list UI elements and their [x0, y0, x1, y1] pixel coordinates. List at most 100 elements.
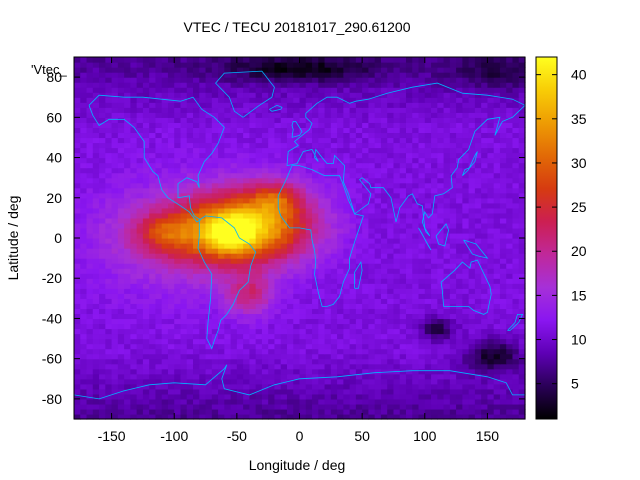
heatmap-cell: [468, 263, 476, 269]
heatmap-cell: [80, 187, 88, 194]
heatmap-cell: [149, 232, 157, 239]
heatmap-cell: [399, 338, 407, 345]
heatmap-cell: [286, 308, 294, 315]
heatmap-cell: [418, 238, 426, 244]
heatmap-cell: [481, 127, 489, 134]
heatmap-cell: [405, 172, 413, 179]
heatmap-cell: [261, 303, 269, 309]
heatmap-cell: [92, 313, 100, 320]
heatmap-cell: [374, 318, 382, 325]
heatmap-cell: [243, 393, 250, 400]
heatmap-cell: [286, 303, 294, 309]
heatmap-cell: [368, 222, 376, 229]
heatmap-cell: [418, 348, 426, 355]
heatmap-cell: [193, 263, 200, 269]
heatmap-cell: [249, 127, 257, 134]
heatmap-cell: [374, 303, 382, 309]
heatmap-cell: [443, 112, 451, 118]
heatmap-cell: [449, 72, 457, 78]
heatmap-cell: [224, 413, 232, 420]
heatmap-cell: [205, 288, 213, 294]
heatmap-cell: [193, 308, 200, 315]
heatmap-cell: [193, 67, 200, 73]
heatmap-cell: [312, 313, 319, 320]
heatmap-cell: [393, 243, 401, 249]
heatmap-cell: [124, 373, 131, 380]
heatmap-cell: [355, 127, 363, 134]
heatmap-cell: [362, 398, 369, 405]
heatmap-cell: [443, 343, 451, 350]
heatmap-cell: [249, 378, 257, 385]
heatmap-cell: [174, 318, 182, 325]
heatmap-cell: [74, 232, 81, 239]
heatmap-cell: [86, 132, 94, 139]
heatmap-cell: [380, 343, 388, 350]
heatmap-cell: [449, 258, 457, 264]
heatmap-cell: [499, 253, 507, 259]
heatmap-cell: [255, 207, 263, 214]
heatmap-cell: [199, 157, 207, 164]
heatmap-cell: [218, 202, 225, 209]
heatmap-cell: [449, 112, 457, 118]
heatmap-cell: [274, 238, 282, 244]
heatmap-cell: [387, 142, 395, 149]
heatmap-cell: [449, 207, 457, 214]
heatmap-cell: [431, 268, 438, 274]
heatmap-cell: [506, 187, 514, 194]
heatmap-cell: [355, 152, 363, 159]
heatmap-cell: [186, 217, 194, 224]
heatmap-cell: [456, 212, 463, 219]
heatmap-cell: [405, 268, 413, 274]
heatmap-cell: [305, 283, 313, 289]
heatmap-cell: [362, 197, 369, 204]
heatmap-cell: [117, 97, 125, 103]
heatmap-cell: [167, 238, 175, 244]
heatmap-cell: [280, 298, 288, 304]
heatmap-cell: [167, 273, 175, 279]
heatmap-cell: [312, 373, 319, 380]
heatmap-cell: [506, 328, 514, 335]
heatmap-cell: [349, 117, 357, 123]
heatmap-cell: [374, 243, 382, 249]
heatmap-cell: [80, 383, 88, 390]
heatmap-cell: [99, 162, 106, 169]
heatmap-cell: [111, 82, 119, 88]
heatmap-cell: [286, 383, 294, 390]
heatmap-cell: [405, 408, 413, 415]
heatmap-cell: [412, 388, 420, 395]
heatmap-cell: [236, 413, 244, 420]
heatmap-cell: [405, 258, 413, 264]
heatmap-cell: [124, 72, 131, 78]
heatmap-cell: [330, 187, 338, 194]
heatmap-cell: [161, 323, 169, 330]
heatmap-cell: [205, 67, 213, 73]
heatmap-cell: [443, 333, 451, 340]
heatmap-cell: [268, 408, 276, 415]
heatmap-cell: [418, 268, 426, 274]
heatmap-cell: [387, 107, 395, 113]
heatmap-cell: [155, 187, 163, 194]
heatmap-cell: [512, 127, 520, 134]
heatmap-cell: [437, 197, 445, 204]
heatmap-cell: [512, 333, 520, 340]
heatmap-cell: [167, 263, 175, 269]
heatmap-cell: [174, 77, 182, 83]
heatmap-cell: [387, 217, 395, 224]
heatmap-cell: [293, 92, 301, 98]
heatmap-cell: [236, 137, 244, 144]
heatmap-cell: [299, 202, 307, 209]
heatmap-cell: [387, 258, 395, 264]
heatmap-cell: [512, 263, 520, 269]
heatmap-cell: [211, 368, 219, 375]
heatmap-cell: [161, 187, 169, 194]
heatmap-cell: [343, 373, 351, 380]
heatmap-cell: [299, 288, 307, 294]
heatmap-cell: [393, 298, 401, 304]
heatmap-cell: [437, 308, 445, 315]
heatmap-cell: [481, 318, 489, 325]
heatmap-cell: [74, 318, 81, 325]
heatmap-cell: [318, 333, 326, 340]
heatmap-cell: [349, 102, 357, 108]
heatmap-cell: [405, 82, 413, 88]
heatmap-cell: [424, 207, 432, 214]
